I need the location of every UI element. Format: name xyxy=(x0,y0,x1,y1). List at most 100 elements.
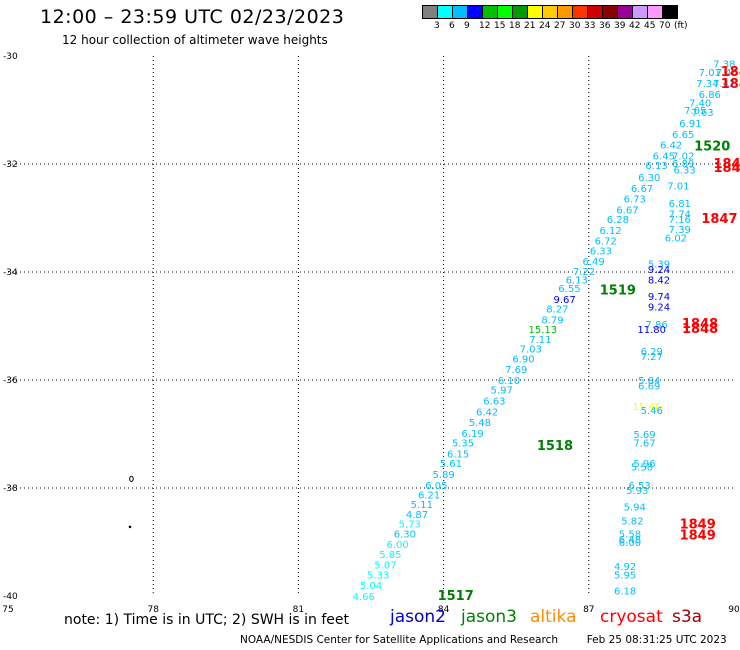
wave-height-label: 5.97 xyxy=(491,386,513,397)
page-subtitle: 12 hour collection of altimeter wave hei… xyxy=(62,33,328,47)
wave-height-label: 6.18 xyxy=(614,587,636,598)
wave-height-label: 6.45 xyxy=(653,151,675,162)
wave-height-label: 6.69 xyxy=(638,381,660,392)
wave-height-label: 5.48 xyxy=(469,418,491,429)
wave-height-label: 8.42 xyxy=(648,276,670,287)
wave-height-label: 6.81 xyxy=(669,199,691,210)
wave-height-label: 6.30 xyxy=(394,529,416,540)
wave-height-label: 7.22 xyxy=(573,267,595,278)
pass-time-label: 1847 xyxy=(713,157,740,172)
pass-time-label: 1847 xyxy=(713,161,740,176)
satellite-legend-cryosat: cryosat xyxy=(600,607,663,627)
wave-height-label: 7.67 xyxy=(633,439,655,450)
wave-height-label: 5.95 xyxy=(614,570,636,581)
lat-tick-label: -32 xyxy=(3,160,18,170)
wave-height-label: 15.46 xyxy=(633,402,662,413)
lat-tick-label: -30 xyxy=(3,52,18,62)
colorbar-label: 27 xyxy=(554,21,566,31)
lon-tick-label: 78 xyxy=(147,605,159,615)
pass-time-label: 1849 xyxy=(680,528,716,543)
wave-height-label: 5.35 xyxy=(452,439,474,450)
wave-height-label: 5.85 xyxy=(379,550,401,561)
wave-height-label: 7.63 xyxy=(691,108,713,119)
wave-height-label: 5.46 xyxy=(641,406,663,417)
page-title: 12:00 – 23:59 UTC 02/23/2023 xyxy=(40,6,345,28)
wave-height-label: 6.42 xyxy=(660,141,682,152)
colorbar-swatch xyxy=(662,5,678,19)
colorbar-label: 15 xyxy=(494,21,506,31)
wave-height-label: 7.74 xyxy=(669,210,691,221)
wave-height-label: 6.65 xyxy=(672,130,694,141)
wave-height-label: 7.11 xyxy=(529,335,551,346)
colorbar-label: 39 xyxy=(614,21,626,31)
pass-time-label: 1847 xyxy=(701,212,737,227)
pass-time-label: 1848 xyxy=(682,317,718,332)
pass-time-label: 1846 xyxy=(721,65,740,80)
wave-height-label: 11.80 xyxy=(637,325,666,336)
wave-height-label: 6.67 xyxy=(616,205,638,216)
wave-height-label: 15.13 xyxy=(528,325,557,336)
wave-height-label: 4.87 xyxy=(406,510,428,521)
wave-height-label: 5.94 xyxy=(624,502,646,513)
wave-height-label: 6.10 xyxy=(498,376,520,387)
island-marker xyxy=(128,525,132,529)
wave-height-label: 7.69 xyxy=(505,365,527,376)
wave-height-label: 5.73 xyxy=(399,520,421,531)
lat-tick-label: -36 xyxy=(3,376,18,386)
satellite-legend-jason3: jason3 xyxy=(461,607,517,627)
graticule: 75 78 81 84 87 90 -30 -32 -34 -36 -38 -40 xyxy=(2,52,740,615)
wave-height-label: 9.67 xyxy=(553,295,575,306)
colorbar-label: (ft) xyxy=(674,21,688,31)
credit-org: NOAA/NESDIS Center for Satellite Applica… xyxy=(240,634,558,646)
wave-height-label: 6.73 xyxy=(624,195,646,206)
wave-height-label: 6.55 xyxy=(558,284,580,295)
colorbar-labels: 3 6 9 12 15 18 21 24 27 30 33 36 39 42 45 70 (ft) xyxy=(422,21,740,35)
colorbar-label: 36 xyxy=(599,21,611,31)
colorbar-label: 12 xyxy=(479,21,491,31)
wave-height-label: 5.33 xyxy=(367,570,389,581)
islands xyxy=(128,475,134,529)
colorbar-label: 70 xyxy=(659,21,671,31)
wave-height-label: 6.42 xyxy=(476,407,498,418)
colorbar-label: 6 xyxy=(449,21,455,31)
wave-height-label: 5.93 xyxy=(626,486,648,497)
wave-height-label: 9.24 xyxy=(648,265,670,276)
colorbar-swatches xyxy=(422,5,740,19)
satellite-legend-jason2: jason2 xyxy=(390,607,446,627)
wave-height-label: 7.86 xyxy=(645,320,667,331)
wave-height-label: 5.89 xyxy=(432,470,454,481)
pass-time-label: 1520 xyxy=(694,140,730,155)
wave-height-label: 6.29 xyxy=(641,347,663,358)
wave-height-label: 6.13 xyxy=(645,161,667,172)
wave-height-label: 5.04 xyxy=(360,581,382,592)
wave-height-label: 6.05 xyxy=(425,481,447,492)
wave-height-label: 6.91 xyxy=(679,119,701,130)
wave-height-labels: 7.387.017.467.347.426.867.407.057.636.91… xyxy=(353,60,738,603)
pass-time-label: 1519 xyxy=(600,283,636,298)
wave-height-label: 6.28 xyxy=(607,215,629,226)
wave-height-label: 4.66 xyxy=(353,592,375,603)
colorbar-label: 30 xyxy=(569,21,581,31)
pass-time-label: 1846 xyxy=(721,77,740,92)
wave-height-label: 6.15 xyxy=(447,449,469,460)
wave-height-label: 6.90 xyxy=(512,354,534,365)
wave-height-label: 7.40 xyxy=(689,98,711,109)
wave-height-label: 6.49 xyxy=(583,257,605,268)
wave-height-label: 7.34 xyxy=(696,79,718,90)
wave-height-label: 7.16 xyxy=(669,215,691,226)
wave-height-label: 7.27 xyxy=(641,352,663,363)
colorbar-label: 24 xyxy=(539,21,551,31)
pass-time-label: 1848 xyxy=(682,322,718,337)
wave-height-label: 5.58 xyxy=(619,529,641,540)
pass-time-labels: 1846184615201847184718471519184818481518… xyxy=(438,65,740,604)
colorbar-label: 9 xyxy=(464,21,470,31)
wave-height-label: 7.02 xyxy=(672,151,694,162)
wave-height-label: 5.84 xyxy=(638,376,660,387)
wave-height-label: 6.33 xyxy=(590,246,612,257)
wave-height-label: 6.19 xyxy=(462,429,484,440)
wave-height-label: 7.05 xyxy=(684,106,706,117)
island-marker xyxy=(129,475,134,482)
wave-height-label: 7.38 xyxy=(713,60,735,71)
lat-tick-label: -34 xyxy=(3,268,18,278)
